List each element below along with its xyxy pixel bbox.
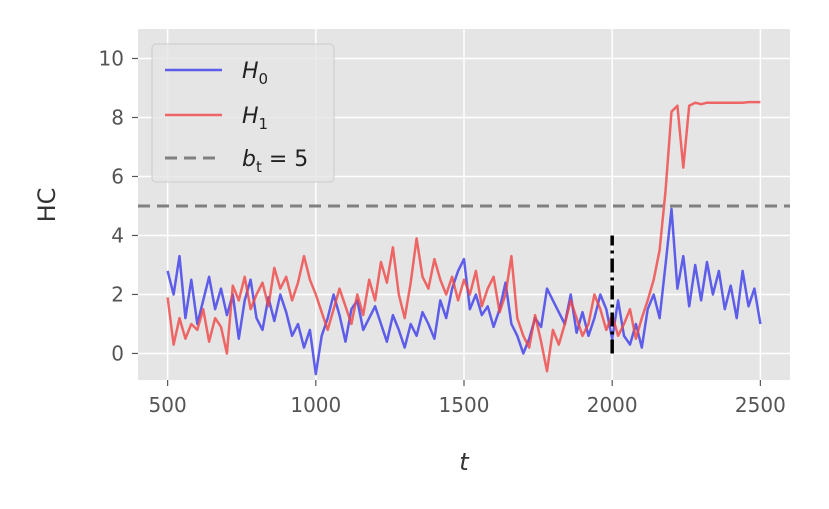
legend-label-h0: H0	[242, 59, 268, 88]
x-axis-ticks: 500 1000 1500 2000 2500	[149, 380, 786, 417]
legend-label-threshold: bt = 5	[242, 147, 308, 176]
legend-label-h1: H1	[242, 104, 268, 133]
y-tick-label: 0	[111, 341, 124, 365]
y-tick-label: 6	[111, 164, 124, 188]
y-axis-label: HC	[33, 188, 61, 223]
x-tick-label: 1500	[439, 393, 490, 417]
series-line-h0	[166, 207, 762, 376]
y-tick-label: 2	[111, 282, 124, 306]
x-tick-label: 2000	[587, 393, 638, 417]
x-tick-label: 500	[149, 393, 187, 417]
x-tick-label: 1000	[290, 393, 341, 417]
y-axis-ticks: 0 2 4 6 8 10	[99, 46, 138, 365]
x-axis-label: t	[459, 448, 470, 476]
y-tick-label: 4	[111, 223, 124, 247]
y-tick-label: 10	[99, 46, 124, 70]
series-line-h1	[166, 100, 761, 373]
x-tick-label: 2500	[735, 393, 786, 417]
y-tick-label: 8	[111, 105, 124, 129]
legend-box	[151, 43, 335, 183]
series-layer	[138, 100, 790, 376]
legend: H0 H1 bt = 5	[151, 43, 335, 183]
